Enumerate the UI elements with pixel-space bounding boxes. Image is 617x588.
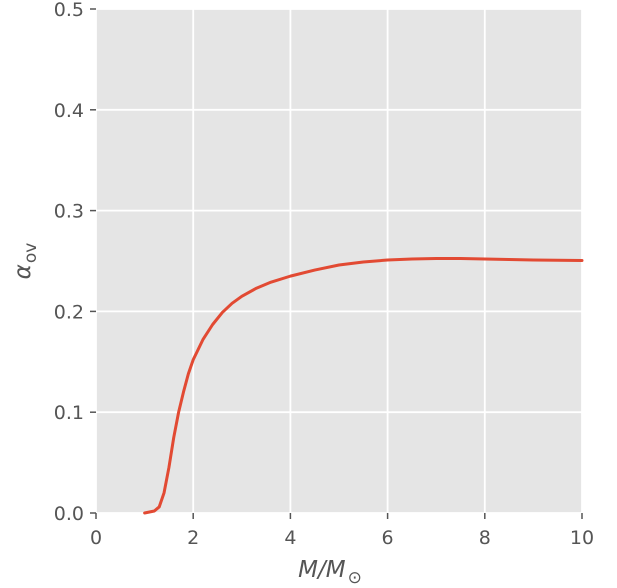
axis-ticks: 0 2 4 6 8 10 0.0 0.1 0.2 0.3 0.4 0.5 — [54, 0, 594, 549]
x-tick-label: 6 — [382, 527, 394, 549]
x-tick-label: 2 — [187, 527, 199, 549]
y-tick-label: 0.1 — [54, 402, 84, 424]
y-axis-label: αov — [10, 243, 41, 280]
x-axis-label: M/M ⊙ — [298, 557, 362, 588]
x-tick-label: 10 — [570, 527, 594, 549]
y-tick-label: 0.4 — [54, 100, 84, 122]
series-line — [143, 256, 584, 515]
x-tick-label: 0 — [90, 527, 102, 549]
y-tick-label: 0.3 — [54, 201, 84, 223]
x-tick-label: 4 — [284, 527, 296, 549]
y-tick-label: 0.5 — [54, 0, 84, 21]
y-tick-label: 0.0 — [54, 503, 84, 525]
plot-background — [96, 9, 582, 513]
x-tick-label: 8 — [479, 527, 491, 549]
y-tick-label: 0.2 — [54, 301, 84, 323]
